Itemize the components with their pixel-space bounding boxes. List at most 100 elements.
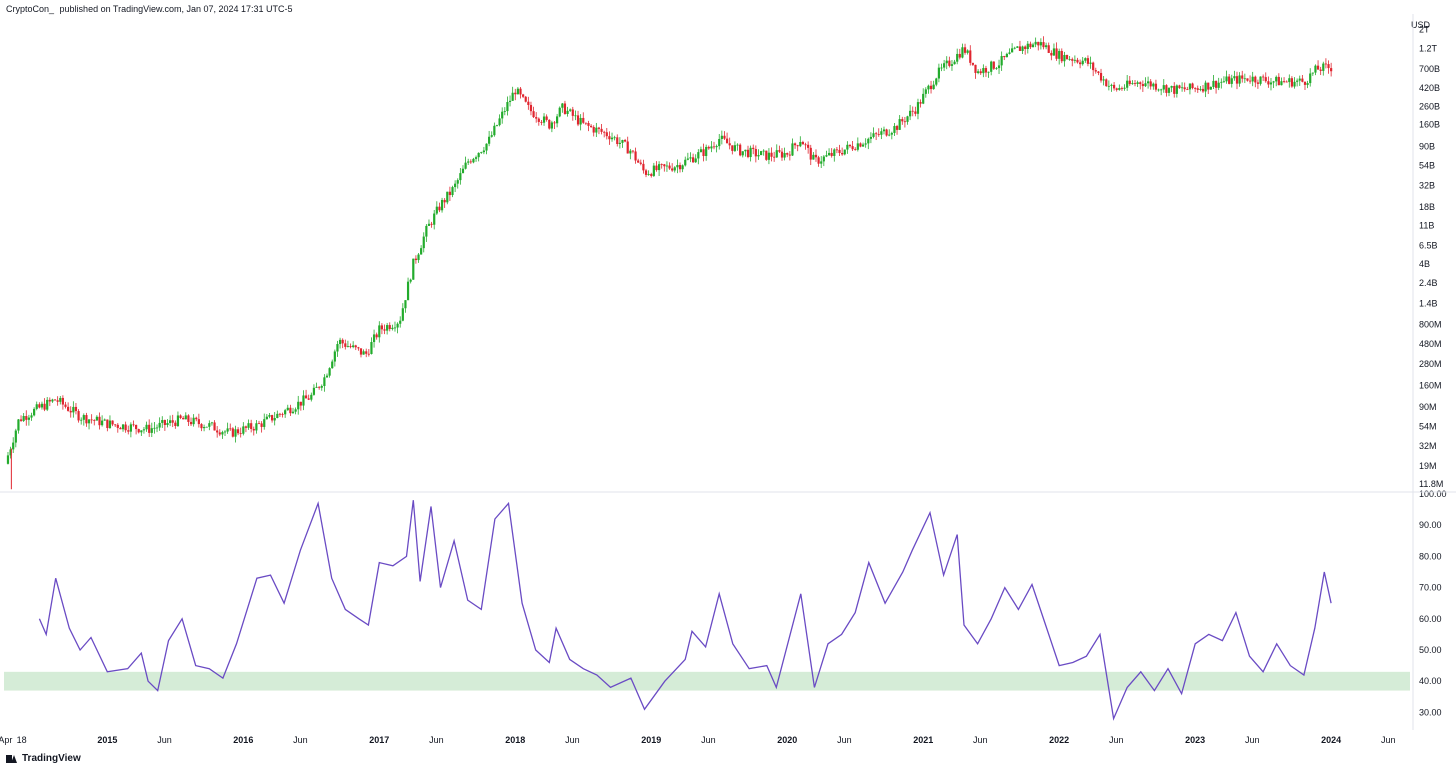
candle[interactable] [846, 141, 849, 154]
candle[interactable] [697, 149, 700, 165]
candle[interactable] [1133, 79, 1137, 87]
candle[interactable] [501, 107, 504, 124]
candle[interactable] [707, 145, 710, 150]
candle[interactable] [1081, 56, 1084, 66]
candle[interactable] [331, 359, 334, 369]
candle[interactable] [720, 130, 723, 145]
candle[interactable] [1241, 70, 1244, 83]
candle[interactable] [1167, 87, 1171, 97]
candle[interactable] [814, 149, 818, 162]
candle[interactable] [166, 419, 169, 428]
candle[interactable] [1084, 57, 1087, 63]
candle[interactable] [977, 69, 980, 75]
candle[interactable] [69, 406, 72, 418]
candle[interactable] [1235, 71, 1239, 90]
candle[interactable] [545, 114, 548, 122]
candle[interactable] [127, 425, 130, 435]
candle[interactable] [182, 416, 185, 420]
candle[interactable] [297, 395, 300, 415]
candle[interactable] [859, 142, 862, 148]
candle[interactable] [848, 144, 852, 148]
candle[interactable] [890, 131, 893, 140]
candle[interactable] [302, 390, 305, 411]
candle[interactable] [644, 168, 648, 178]
candle[interactable] [420, 245, 423, 255]
candle[interactable] [315, 382, 318, 388]
candle[interactable] [174, 420, 177, 429]
candle[interactable] [35, 401, 38, 411]
candle[interactable] [637, 158, 640, 163]
candle[interactable] [783, 147, 786, 161]
candle[interactable] [1141, 80, 1144, 92]
candle[interactable] [137, 428, 140, 434]
candle[interactable] [736, 143, 739, 151]
candle[interactable] [600, 124, 603, 135]
candle[interactable] [608, 131, 611, 145]
candle[interactable] [1034, 37, 1037, 48]
candle[interactable] [668, 162, 671, 170]
candle[interactable] [48, 397, 51, 407]
candle[interactable] [610, 132, 614, 142]
candle[interactable] [121, 423, 125, 432]
candle[interactable] [807, 141, 810, 154]
candle[interactable] [877, 128, 880, 137]
candle[interactable] [357, 346, 360, 351]
candle[interactable] [686, 152, 689, 161]
candle[interactable] [103, 418, 106, 421]
candle[interactable] [229, 423, 232, 431]
candle[interactable] [396, 322, 399, 334]
candle[interactable] [64, 401, 67, 409]
candle[interactable] [25, 410, 28, 426]
candle[interactable] [1029, 41, 1032, 49]
candle[interactable] [80, 417, 83, 425]
candle[interactable] [1146, 76, 1150, 89]
candle[interactable] [9, 446, 12, 459]
candle[interactable] [508, 95, 512, 107]
candle[interactable] [909, 104, 912, 121]
candle[interactable] [22, 413, 25, 422]
candle[interactable] [176, 411, 180, 427]
candle[interactable] [169, 415, 172, 427]
candle[interactable] [571, 106, 574, 121]
candle[interactable] [770, 147, 773, 162]
candle[interactable] [885, 128, 888, 137]
candle[interactable] [1094, 67, 1097, 74]
candle[interactable] [872, 127, 875, 139]
candle[interactable] [1272, 80, 1275, 89]
candle[interactable] [618, 137, 621, 149]
candle[interactable] [929, 80, 933, 94]
candle[interactable] [284, 408, 287, 418]
candle[interactable] [932, 80, 935, 90]
candle[interactable] [72, 401, 75, 418]
candle[interactable] [242, 422, 245, 436]
candle[interactable] [124, 421, 127, 433]
candle[interactable] [749, 145, 752, 162]
candle[interactable] [556, 113, 559, 128]
candle[interactable] [1316, 60, 1320, 70]
candle[interactable] [184, 412, 187, 420]
candle[interactable] [898, 115, 901, 130]
candle[interactable] [59, 395, 62, 405]
candle[interactable] [291, 407, 295, 414]
candle[interactable] [937, 63, 940, 83]
candle[interactable] [40, 401, 44, 410]
candle[interactable] [318, 386, 321, 390]
candle[interactable] [341, 338, 344, 349]
candle[interactable] [945, 56, 948, 70]
candle[interactable] [621, 139, 624, 148]
candle[interactable] [33, 407, 36, 417]
candle[interactable] [140, 430, 143, 436]
candle[interactable] [320, 384, 323, 391]
candle[interactable] [778, 145, 781, 154]
candle[interactable] [43, 398, 46, 412]
candle[interactable] [325, 373, 329, 378]
candle[interactable] [391, 324, 394, 331]
candle[interactable] [754, 145, 757, 163]
candle[interactable] [592, 125, 595, 137]
candle[interactable] [982, 64, 985, 78]
candle[interactable] [111, 420, 114, 427]
candle[interactable] [966, 49, 969, 55]
candle[interactable] [67, 402, 70, 412]
candle[interactable] [1220, 78, 1223, 89]
